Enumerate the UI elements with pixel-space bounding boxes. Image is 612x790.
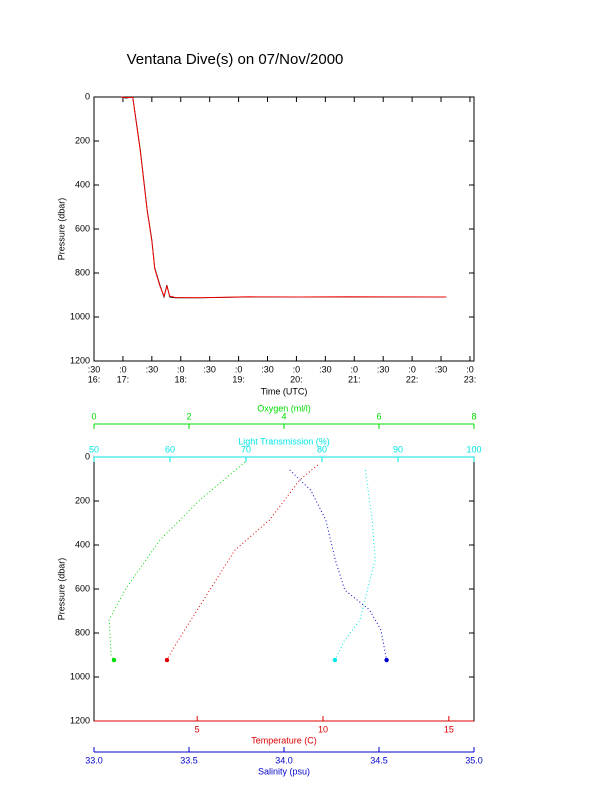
x-tick-label: 4 — [281, 411, 286, 421]
y-tick-label: 1000 — [70, 671, 90, 681]
x-tick-label: 0 — [91, 411, 96, 421]
y-tick-label: 0 — [85, 451, 90, 461]
x-tick-hour-label: 21: — [348, 374, 361, 384]
y-tick-label: 800 — [75, 267, 90, 277]
x-tick-label: :0 — [351, 364, 359, 374]
x-tick-label: :0 — [235, 364, 243, 374]
x-tick-label: 5 — [195, 724, 200, 734]
x-axis-label: Salinity (psu) — [258, 766, 310, 776]
series-line — [121, 96, 447, 299]
x-tick-label: :0 — [119, 364, 127, 374]
y-tick-label: 1200 — [70, 355, 90, 365]
x-tick-label: 8 — [471, 411, 476, 421]
y-tick-label: 800 — [75, 627, 90, 637]
x-tick-hour-label: 17: — [117, 374, 130, 384]
y-tick-label: 400 — [75, 179, 90, 189]
x-tick-label: :30 — [146, 364, 159, 374]
x-tick-label: 34.5 — [370, 755, 388, 765]
x-tick-hour-label: 20: — [290, 374, 303, 384]
x-tick-label: :30 — [435, 364, 448, 374]
x-tick-label: 33.0 — [85, 755, 103, 765]
x-tick-label: :30 — [203, 364, 216, 374]
y-tick-label: 1200 — [70, 715, 90, 725]
x-tick-label: :30 — [319, 364, 332, 374]
x-tick-label: :0 — [293, 364, 301, 374]
x-tick-label: 80 — [317, 444, 327, 454]
x-tick-label: :30 — [261, 364, 274, 374]
x-tick-label: 70 — [241, 444, 251, 454]
x-tick-label: 33.5 — [180, 755, 198, 765]
x-tick-hour-label: 16: — [88, 374, 101, 384]
x-axis-label: Time (UTC) — [261, 386, 308, 396]
x-tick-label: :30 — [88, 364, 101, 374]
y-tick-label: 600 — [75, 583, 90, 593]
x-tick-hour-label: 22: — [406, 374, 419, 384]
profile-end — [384, 657, 389, 663]
profile-line — [166, 464, 319, 661]
y-tick-label: 0 — [85, 91, 90, 101]
x-tick-label: :0 — [408, 364, 416, 374]
profile-end — [164, 657, 170, 663]
x-tick-label: 15 — [444, 724, 454, 734]
profile-line — [289, 469, 388, 661]
profile-end — [332, 657, 338, 663]
y-tick-label: 200 — [75, 135, 90, 145]
x-tick-label: 6 — [376, 411, 381, 421]
x-axis-label: Temperature (C) — [251, 735, 317, 745]
y-tick-label: 1000 — [70, 311, 90, 321]
x-tick-label: :0 — [177, 364, 185, 374]
x-tick-label: 50 — [89, 444, 99, 454]
y-tick-label: 400 — [75, 539, 90, 549]
y-axis-label: Pressure (dbar) — [56, 198, 66, 261]
x-tick-label: 60 — [165, 444, 175, 454]
x-tick-hour-label: 23: — [464, 374, 477, 384]
x-tick-label: :30 — [377, 364, 390, 374]
x-tick-label: 34.0 — [275, 755, 293, 765]
profile-end — [111, 657, 117, 663]
x-tick-label: 35.0 — [465, 755, 483, 765]
profile-line — [108, 461, 246, 661]
y-tick-label: 200 — [75, 495, 90, 505]
y-axis-label: Pressure (dbar) — [56, 558, 66, 621]
x-tick-hour-label: 18: — [175, 374, 188, 384]
x-tick-hour-label: 19: — [232, 374, 245, 384]
x-axis-label: Oxygen (ml/l) — [257, 403, 311, 413]
x-axis-label: Light Transmission (%) — [238, 436, 330, 446]
page-title: Ventana Dive(s) on 07/Nov/2000 — [127, 51, 344, 68]
x-tick-label: 90 — [393, 444, 403, 454]
y-tick-label: 600 — [75, 223, 90, 233]
x-tick-label: :0 — [466, 364, 474, 374]
x-tick-label: 100 — [466, 444, 481, 454]
x-tick-label: 10 — [318, 724, 328, 734]
x-tick-label: 2 — [186, 411, 191, 421]
